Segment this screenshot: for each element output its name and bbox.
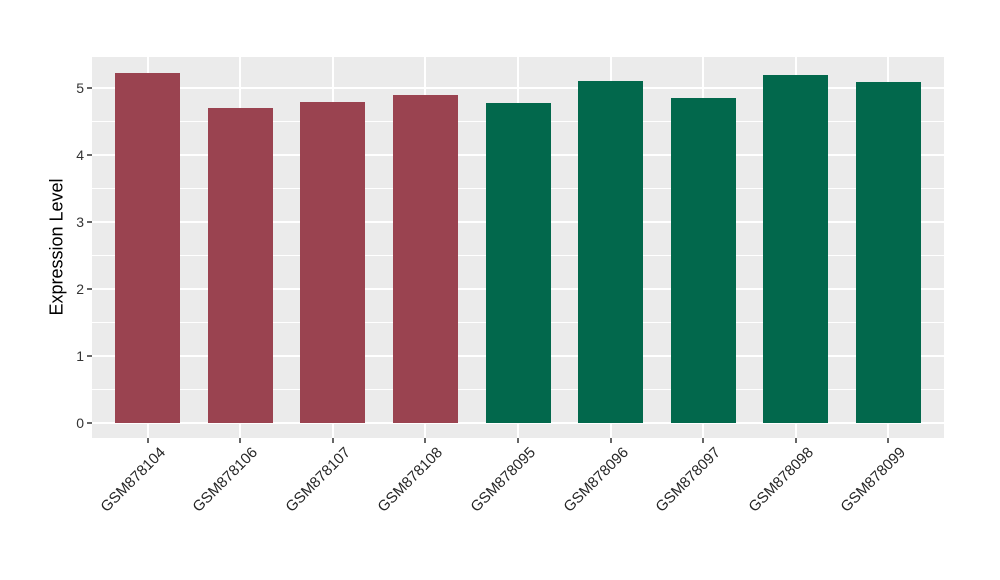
y-tick-label: 3	[76, 214, 84, 230]
x-tick-mark	[517, 438, 519, 443]
x-tick-mark	[331, 438, 334, 443]
bar-GSM878097	[670, 98, 736, 423]
y-tick-mark	[87, 87, 92, 89]
y-tick-label: 2	[76, 281, 84, 297]
x-tick-mark	[424, 438, 427, 443]
y-tick-mark	[87, 422, 92, 424]
x-tick-mark	[702, 438, 705, 443]
bar-GSM878106	[207, 108, 273, 423]
bar-GSM878096	[578, 81, 644, 423]
x-tick-mark	[239, 438, 242, 443]
x-tick-mark	[887, 438, 890, 443]
bar-GSM878108	[392, 94, 458, 423]
y-tick-mark	[87, 355, 92, 357]
y-tick-mark	[87, 154, 92, 156]
bar-GSM878107	[300, 102, 366, 423]
y-tick-label: 1	[76, 348, 84, 364]
bar-GSM878099	[855, 81, 921, 423]
y-tick-mark	[87, 221, 92, 223]
y-tick-mark	[87, 288, 92, 290]
x-tick-mark	[609, 438, 612, 443]
y-tick-label: 5	[76, 80, 84, 96]
bar-GSM878098	[763, 75, 829, 423]
x-tick-mark	[794, 438, 797, 443]
plot-panel	[92, 57, 944, 438]
x-tick-mark	[146, 438, 149, 443]
bar-GSM878095	[485, 102, 551, 423]
bar-GSM878104	[115, 73, 181, 423]
y-tick-label: 4	[76, 147, 84, 163]
y-tick-label: 0	[76, 415, 84, 431]
